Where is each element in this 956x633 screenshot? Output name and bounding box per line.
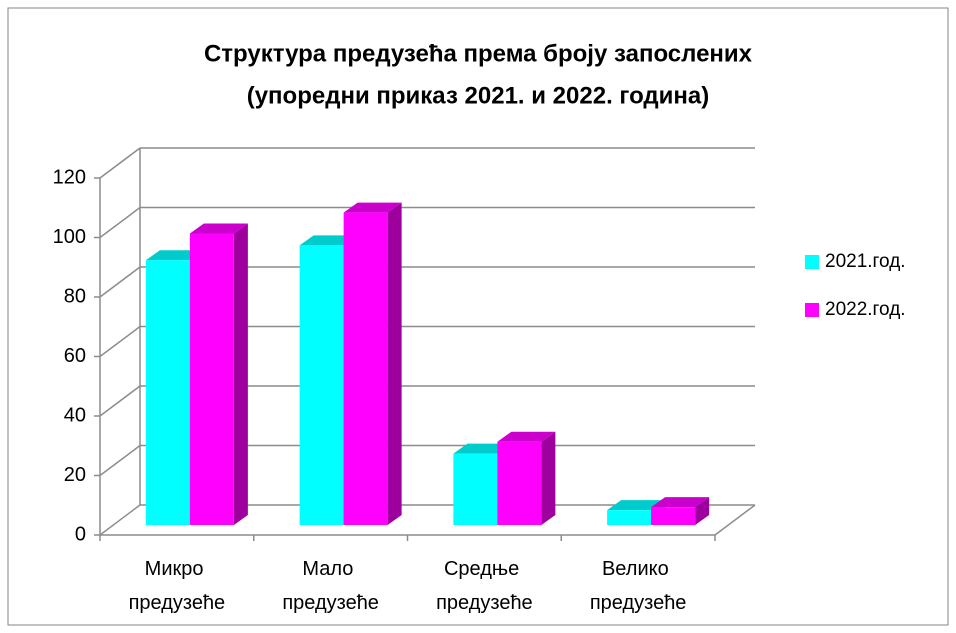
floor-edge <box>714 504 756 536</box>
x-tick-label-line: Средње <box>444 558 525 580</box>
bar-front <box>453 453 498 525</box>
bar <box>497 431 556 525</box>
bar-side <box>541 431 556 525</box>
bar-top <box>651 497 710 508</box>
y-tick-label: 60 <box>64 345 86 367</box>
bar-front <box>145 260 190 525</box>
y-tick-label: 80 <box>64 285 86 307</box>
bar-front <box>497 441 542 525</box>
y-tick-label: 0 <box>75 523 86 545</box>
legend-label: 2022.год. <box>825 299 906 320</box>
y-tick-label: 120 <box>53 166 86 188</box>
x-tick-label-line: предузеће <box>282 592 379 614</box>
bar-top <box>453 443 512 454</box>
chart-title: (упоредни приказ 2021. и 2022. година) <box>247 82 710 109</box>
legend-swatch <box>805 303 819 317</box>
bar-top <box>299 235 358 246</box>
grid-line <box>99 325 141 358</box>
bar <box>189 223 248 525</box>
bar <box>343 202 402 525</box>
grid-line <box>99 266 141 298</box>
bar-front <box>607 510 652 525</box>
x-tick-label-line: Велико <box>602 558 674 580</box>
bar-front <box>651 507 696 525</box>
x-tick-label: Мало предузеће <box>282 558 379 614</box>
grid-line <box>99 504 141 536</box>
x-tick-label: Велико предузеће <box>590 558 687 614</box>
bar-front <box>299 245 344 525</box>
bar-top <box>497 431 556 442</box>
grid-line <box>99 147 141 179</box>
bar-side <box>233 223 248 525</box>
x-tick-label-line: предузеће <box>436 592 533 614</box>
x-tick-label: Средње предузеће <box>436 558 533 614</box>
bar <box>651 497 710 525</box>
x-tick-label-line: Мало <box>302 558 359 580</box>
grid-line <box>99 444 141 477</box>
bar-front <box>343 212 388 525</box>
grid-line <box>99 385 141 417</box>
x-tick-label: Микро предузеће <box>129 558 226 614</box>
bar-top <box>189 223 248 234</box>
x-tick-label-line: предузеће <box>590 592 687 614</box>
y-tick-label: 40 <box>64 404 86 426</box>
x-tick-label-line: предузеће <box>129 592 226 614</box>
legend-swatch <box>805 255 819 269</box>
bar-top <box>343 202 402 213</box>
chart-title: Структура предузећа према броју запослен… <box>204 40 753 67</box>
bar-top <box>145 250 204 261</box>
y-tick-label: 100 <box>53 226 86 248</box>
grid-line <box>99 206 141 239</box>
bar-top <box>607 500 666 511</box>
legend-label: 2021.год. <box>825 251 906 272</box>
y-tick-label: 20 <box>64 464 86 486</box>
bar-side <box>387 202 402 525</box>
x-tick-label-line: Микро <box>145 558 209 580</box>
bar-front <box>189 233 234 525</box>
bar-side <box>695 497 710 525</box>
